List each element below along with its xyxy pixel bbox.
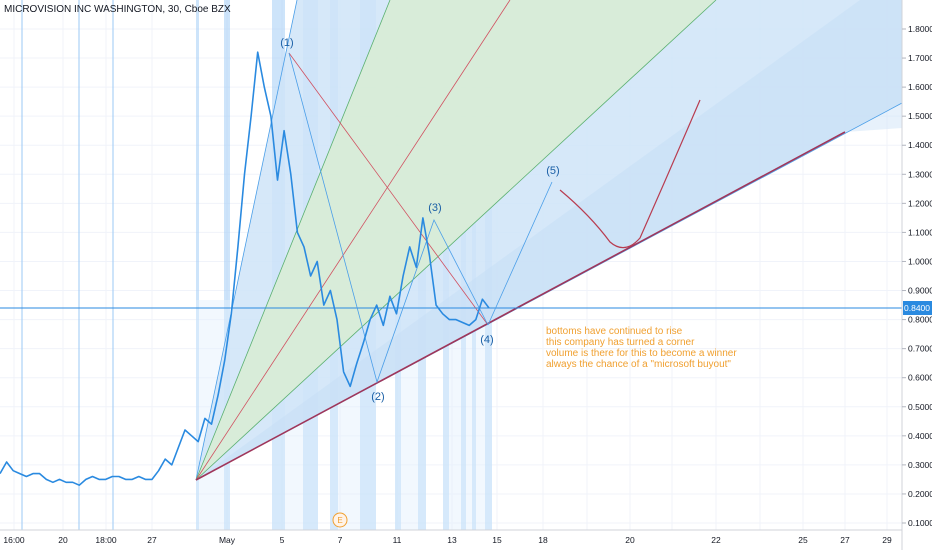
earnings-marker[interactable]: [332, 512, 348, 528]
fan-line-3: [195, 0, 717, 481]
earnings-marker-icon: E: [337, 516, 342, 525]
annotation-line: volume is there for this to become a win…: [546, 348, 737, 359]
last-price-label: 0.8400: [904, 303, 930, 313]
wave-lines: [288, 52, 553, 384]
last-price-tag-bg: [903, 301, 932, 315]
y-tick-label: 0.2000: [908, 489, 932, 499]
y-tick-label: 0.6000: [908, 373, 932, 383]
y-tick-label: 1.2000: [908, 198, 932, 208]
red-diagonal-down: [288, 52, 489, 326]
y-tick-label: 0.1000: [908, 518, 932, 528]
x-tick-label: 18:00: [95, 535, 117, 545]
projected-curve: [559, 99, 701, 249]
annotation-line: this company has turned a corner: [546, 337, 695, 348]
wave-projection-line: [487, 181, 553, 326]
annotation-line: always the chance of a "microsoft buyout…: [546, 359, 731, 370]
highlight-band: [112, 0, 114, 530]
x-tick-label: 16:00: [3, 535, 25, 545]
x-axis[interactable]: 16:00 20 18:00 27 May 5 7 11 13 15 18 20 22 25 27 29: [3, 535, 892, 545]
wave-label: (3): [428, 202, 441, 214]
y-tick-label: 1.7000: [908, 53, 932, 63]
y-tick-label: 0.3000: [908, 460, 932, 470]
chart-title: MICROVISION INC WASHINGTON, 30, Cboe BZX: [4, 4, 231, 15]
x-tick-label: 18: [538, 535, 548, 545]
highlight-band: [78, 0, 80, 530]
x-tick-label: 11: [393, 535, 402, 545]
wave-label: (4): [480, 334, 493, 346]
fan-projection: [195, 0, 902, 481]
y-tick-label: 1.6000: [908, 82, 932, 92]
wave-label: (5): [546, 165, 559, 177]
y-tick-label: 0.9000: [908, 286, 932, 296]
wave-label: (2): [371, 391, 384, 403]
x-tick-label: 13: [447, 535, 457, 545]
highlight-band: [196, 0, 199, 530]
y-tick-label: 0.8000: [908, 315, 932, 325]
y-tick-label: 0.7000: [908, 344, 932, 354]
x-tick-label: 15: [492, 535, 502, 545]
x-tick-label: 20: [625, 535, 635, 545]
x-tick-label: 29: [882, 535, 892, 545]
y-axis[interactable]: 1.8000 1.7000 1.6000 1.5000 1.4000 1.3000 1.20…: [902, 24, 932, 528]
y-tick-label: 1.0000: [908, 256, 932, 266]
x-tick-label: 20: [58, 535, 68, 545]
x-tick-label: May: [219, 535, 236, 545]
fan-line-2: [195, 0, 391, 481]
bottom-trendline: [195, 131, 846, 481]
x-tick-label: 7: [338, 535, 343, 545]
highlight-band: [224, 0, 230, 530]
red-diagonal-up: [195, 0, 511, 481]
x-tick-label: 27: [147, 535, 157, 545]
y-tick-label: 1.4000: [908, 140, 932, 150]
x-tick-label: 25: [798, 535, 808, 545]
x-tick-label: 5: [280, 535, 285, 545]
price-series-line: [0, 51, 490, 487]
y-tick-label: 1.1000: [908, 227, 932, 237]
highlight-band: [21, 0, 23, 530]
y-tick-label: 1.3000: [908, 169, 932, 179]
x-tick-label: 22: [711, 535, 721, 545]
fan-line-1: [195, 0, 298, 481]
wave-label: (1): [280, 37, 293, 49]
y-tick-label: 1.8000: [908, 24, 932, 34]
y-tick-label: 0.5000: [908, 402, 932, 412]
annotation-line: bottoms have continued to rise: [546, 326, 683, 337]
y-tick-label: 1.5000: [908, 111, 932, 121]
y-tick-label: 0.4000: [908, 431, 932, 441]
wave-path: [288, 52, 489, 384]
x-tick-label: 27: [840, 535, 850, 545]
last-price-tag: 0.8400: [903, 301, 932, 315]
fan-lower-area: [196, 0, 902, 480]
